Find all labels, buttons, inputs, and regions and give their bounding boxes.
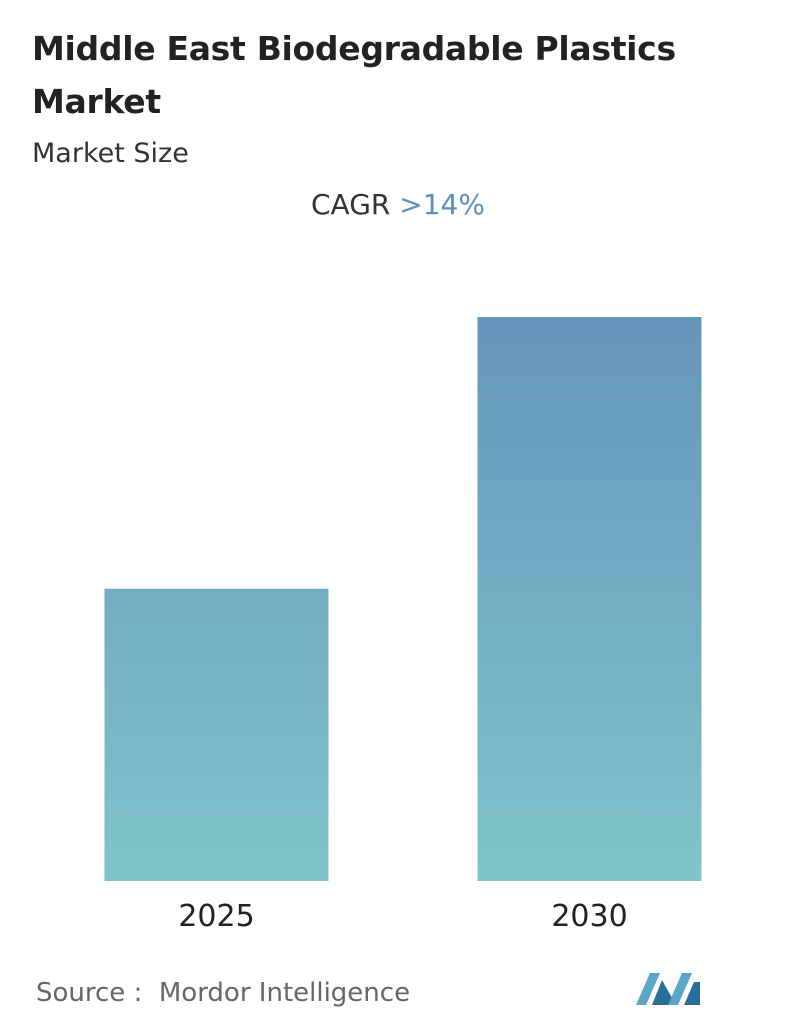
source-name: Mordor Intelligence: [158, 978, 411, 1008]
cagr-value: >14%: [399, 188, 485, 221]
chart-title: Middle East Biodegradable Plastics Marke…: [32, 29, 676, 121]
x-tick-label: 2025: [178, 899, 254, 934]
source-label: Source :: [36, 978, 143, 1008]
logo: [636, 973, 700, 1005]
chart-subtitle: Market Size: [32, 138, 189, 169]
cagr: CAGR >14%: [0, 188, 796, 221]
source: Source : Mordor Intelligence: [36, 978, 410, 1008]
x-tick-label: 2030: [551, 899, 627, 934]
cagr-label: CAGR: [311, 188, 391, 221]
bar: [104, 588, 329, 881]
bar: [477, 317, 702, 881]
